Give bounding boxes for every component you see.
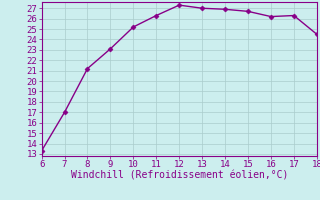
X-axis label: Windchill (Refroidissement éolien,°C): Windchill (Refroidissement éolien,°C) [70,171,288,181]
